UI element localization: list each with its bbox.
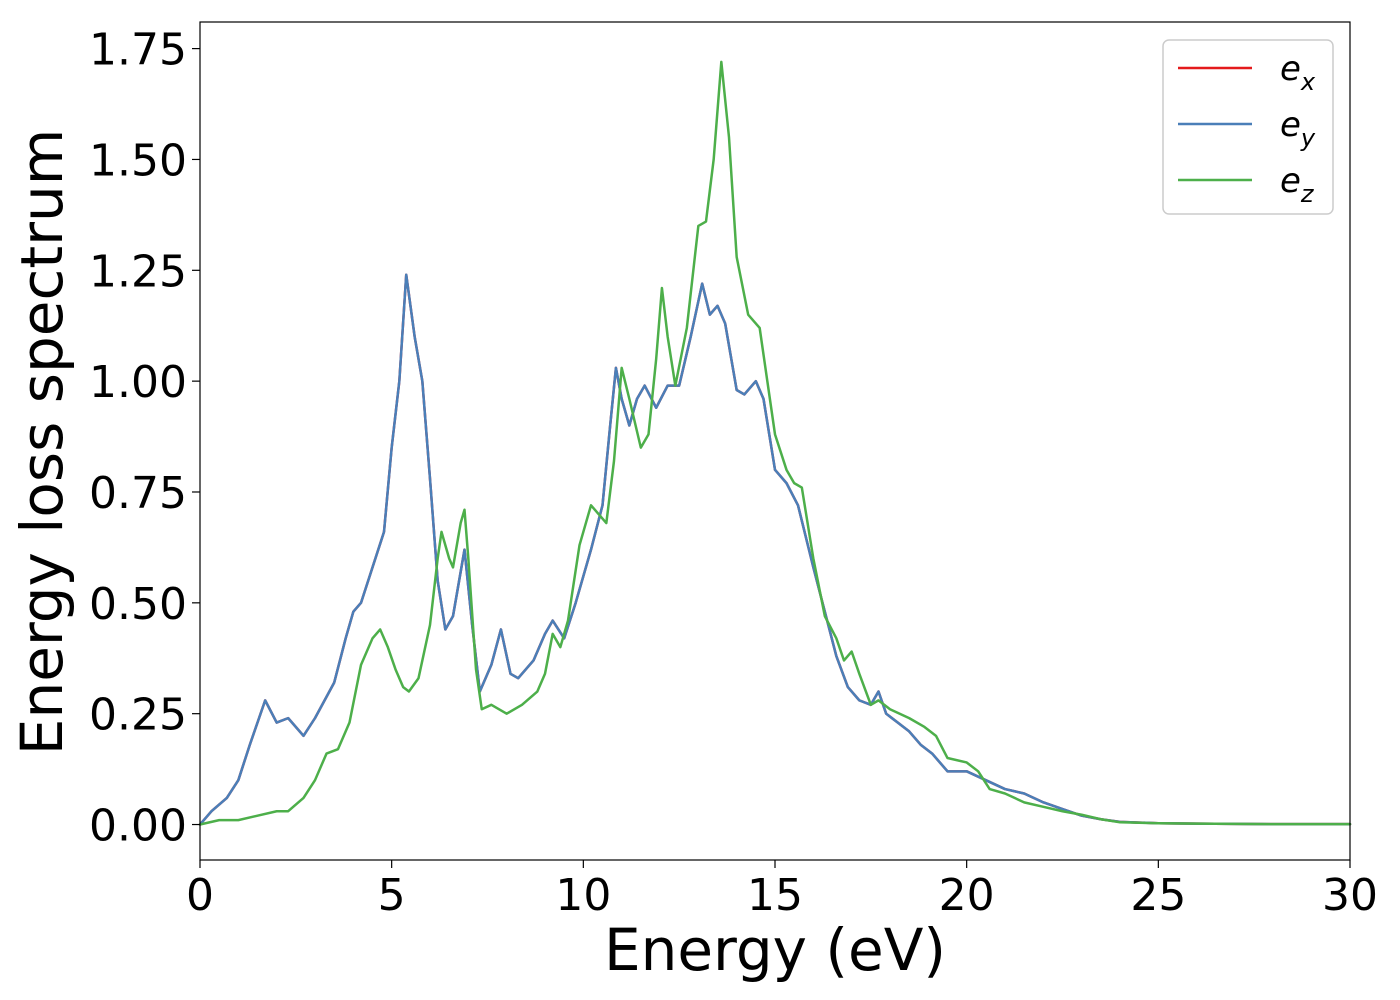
- series-line-ez: [198, 60, 1352, 826]
- series-line-ey: [198, 273, 1352, 826]
- y-tick-label: 1.25: [89, 246, 187, 297]
- y-tick-label: 1.50: [89, 135, 187, 186]
- plot-lines: [198, 60, 1352, 826]
- x-axis-ticks: 0 5 10 15 20 25 30: [186, 860, 1378, 921]
- x-tick-label: 5: [378, 870, 406, 921]
- y-tick-label: 0.25: [89, 690, 187, 741]
- y-tick-label: 0.50: [89, 579, 187, 630]
- x-tick-label: 0: [186, 870, 214, 921]
- y-tick-label: 1.00: [89, 357, 187, 408]
- x-tick-label: 25: [1130, 870, 1186, 921]
- y-tick-label: 0.75: [89, 468, 187, 519]
- x-axis-label: Energy (eV): [604, 916, 946, 984]
- y-axis-label: Energy loss spectrum: [8, 129, 76, 755]
- y-tick-label: 1.75: [89, 25, 187, 76]
- x-tick-label: 10: [555, 870, 611, 921]
- y-tick-label: 0.00: [89, 801, 187, 852]
- y-axis-ticks: 0.00 0.25 0.50 0.75 1.00 1.25 1.50 1.75: [89, 25, 200, 852]
- x-tick-label: 30: [1322, 870, 1378, 921]
- x-tick-label: 15: [747, 870, 803, 921]
- legend-box: [1162, 39, 1334, 215]
- x-tick-label: 20: [939, 870, 995, 921]
- series-line-ex: [198, 273, 1352, 826]
